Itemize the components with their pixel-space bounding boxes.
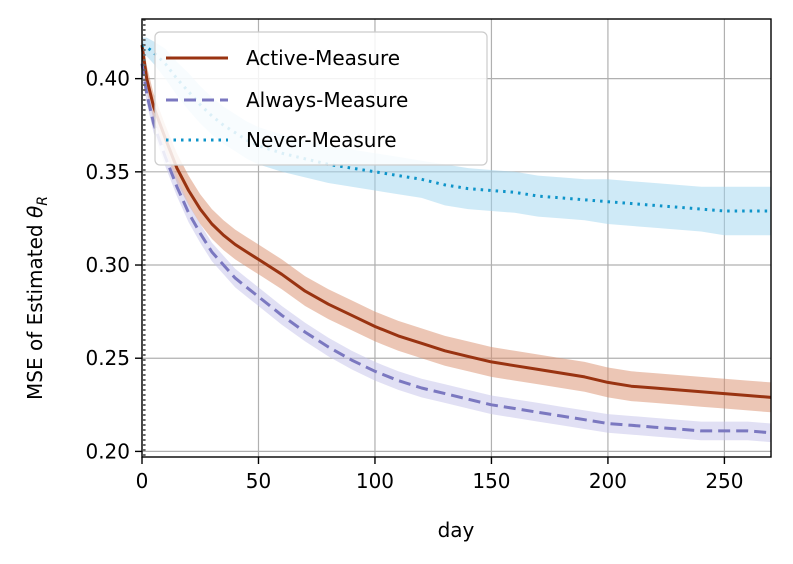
legend-label-always-measure: Always-Measure <box>246 88 408 112</box>
y-tick-label: 0.20 <box>85 439 130 463</box>
y-axis-label-symbol: θ <box>23 206 47 218</box>
legend-box <box>154 31 488 166</box>
legend-label-active-measure: Active-Measure <box>246 46 400 70</box>
y-axis-label-subscript: R <box>35 196 51 206</box>
confidence-bands <box>142 33 771 443</box>
line-always-measure <box>140 63 772 435</box>
y-tick-label: 0.30 <box>85 253 130 277</box>
x-tick-label: 150 <box>472 469 510 493</box>
x-tick-label: 50 <box>246 469 271 493</box>
x-axis-label: day <box>438 518 475 542</box>
y-tick-label: 0.25 <box>85 346 130 370</box>
y-axis-label: MSE of Estimated θR <box>23 196 51 400</box>
x-tick-label: 0 <box>136 469 149 493</box>
x-tick-label: 250 <box>705 469 743 493</box>
legend-label-never-measure: Never-Measure <box>246 128 397 152</box>
band-never-measure <box>142 37 771 236</box>
x-tick-label: 100 <box>356 469 394 493</box>
line-active-measure <box>140 44 772 399</box>
x-tick-label: 200 <box>589 469 627 493</box>
x-axis-ticks: 0 50 100 150 200 250 <box>136 457 744 493</box>
y-axis-ticks: 0.20 0.25 0.30 0.35 0.40 <box>85 67 142 463</box>
y-tick-label: 0.40 <box>85 67 130 91</box>
plot-frame <box>141 18 772 458</box>
legend: Active-Measure Always-Measure Never-Meas… <box>154 31 488 166</box>
y-tick-label: 0.35 <box>85 160 130 184</box>
y-axis-label-text: MSE of Estimated <box>23 218 47 400</box>
